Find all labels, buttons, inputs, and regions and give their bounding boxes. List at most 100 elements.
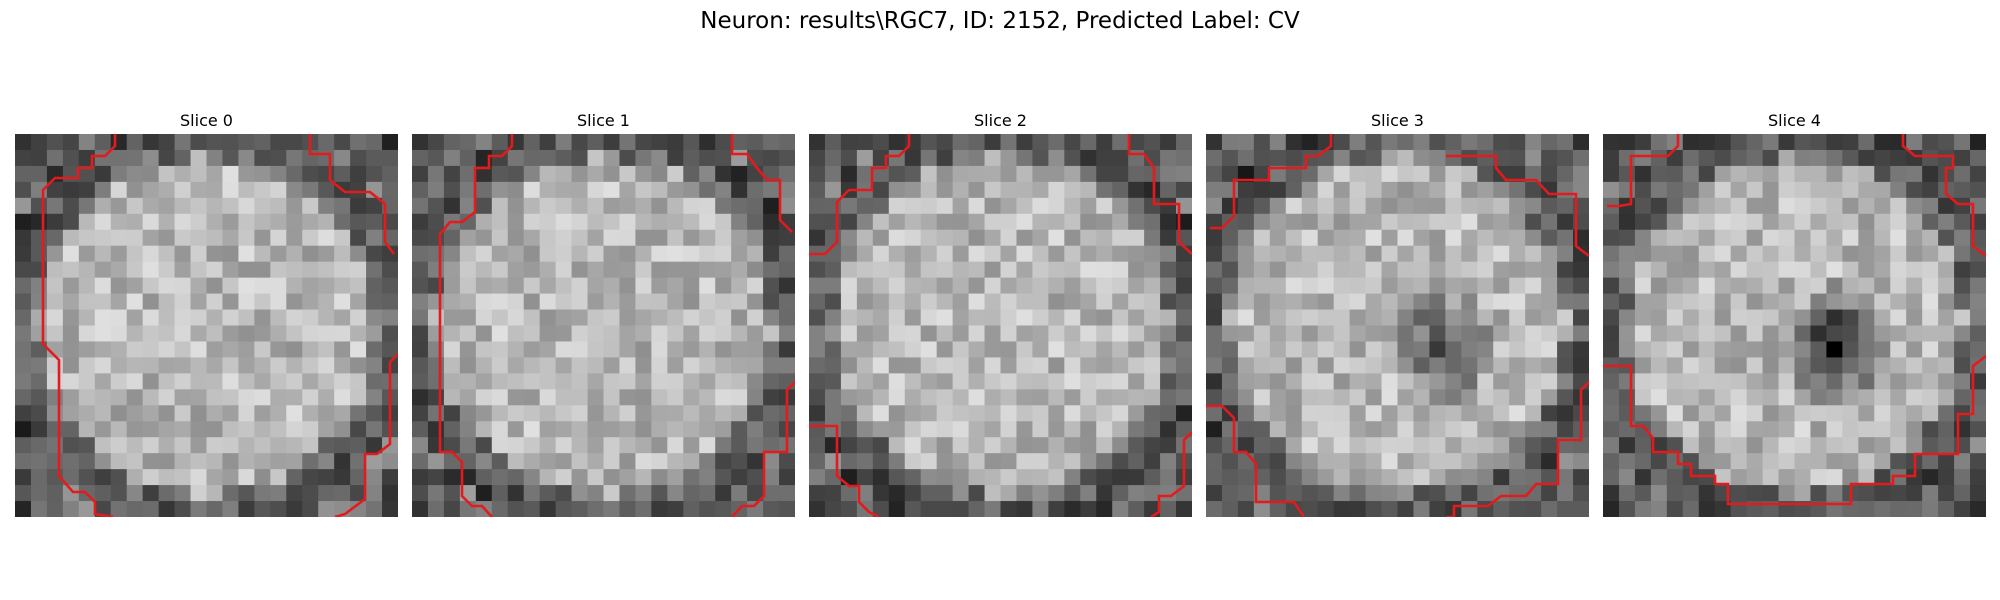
image-pixel [254, 213, 271, 231]
image-pixel [1000, 197, 1018, 215]
image-pixel [1206, 437, 1223, 454]
image-pixel [747, 149, 764, 167]
image-pixel [1064, 213, 1081, 231]
image-pixel [427, 181, 445, 199]
image-pixel [1682, 309, 1700, 327]
image-pixel [1698, 421, 1716, 438]
image-pixel [1128, 229, 1145, 247]
image-pixel [1032, 261, 1049, 279]
image-pixel [1160, 213, 1177, 231]
image-pixel [1890, 501, 1907, 517]
image-pixel [603, 277, 621, 295]
image-pixel [412, 197, 429, 215]
image-pixel [1794, 373, 1812, 390]
image-pixel [1206, 165, 1223, 183]
image-pixel [1397, 341, 1415, 359]
image-pixel [366, 373, 383, 390]
image-pixel [920, 134, 938, 151]
image-pixel [824, 405, 842, 422]
image-pixel [238, 501, 255, 517]
image-pixel [872, 229, 890, 247]
image-pixel [1397, 389, 1415, 406]
image-pixel [142, 485, 160, 502]
image-pixel [507, 437, 525, 454]
image-pixel [1634, 437, 1652, 454]
image-pixel [1128, 134, 1145, 151]
image-pixel [1461, 421, 1478, 438]
image-pixel [1397, 149, 1415, 167]
image-pixel [1365, 453, 1383, 470]
image-pixel [1206, 261, 1223, 279]
image-pixel [126, 261, 144, 279]
image-pixel [1890, 405, 1907, 422]
image-pixel [1650, 213, 1668, 231]
image-pixel [1253, 134, 1271, 151]
image-pixel [238, 421, 255, 438]
image-pixel [1016, 134, 1034, 151]
image-pixel [555, 485, 573, 502]
image-pixel [1858, 469, 1875, 486]
image-pixel [1858, 245, 1875, 263]
image-pixel [1858, 261, 1875, 279]
image-pixel [1096, 469, 1113, 486]
image-pixel [286, 293, 303, 311]
image-pixel [94, 485, 112, 502]
image-pixel [142, 149, 160, 167]
image-pixel [158, 181, 176, 199]
image-pixel [1160, 277, 1177, 295]
image-pixel [1573, 277, 1589, 295]
image-pixel [809, 134, 826, 151]
image-pixel [539, 293, 557, 311]
image-pixel [1794, 229, 1812, 247]
image-pixel [30, 373, 48, 390]
image-pixel [1317, 421, 1335, 438]
image-pixel [507, 261, 525, 279]
image-pixel [1032, 277, 1049, 295]
image-pixel [1221, 309, 1239, 327]
image-pixel [603, 245, 621, 263]
image-pixel [190, 293, 208, 311]
image-pixel [1112, 149, 1129, 167]
image-pixel [15, 453, 32, 470]
image-pixel [1650, 357, 1668, 374]
image-pixel [1365, 469, 1383, 486]
image-pixel [1541, 325, 1558, 343]
image-pixel [1016, 181, 1034, 199]
image-pixel [872, 469, 890, 486]
image-pixel [1016, 453, 1034, 470]
image-pixel [968, 213, 986, 231]
image-pixel [459, 309, 477, 327]
image-pixel [459, 469, 477, 486]
image-pixel [523, 373, 541, 390]
image-pixel [270, 277, 287, 295]
image-pixel [1176, 325, 1192, 343]
contour-line [1446, 381, 1589, 517]
image-pixel [1682, 213, 1700, 231]
image-pixel [174, 389, 192, 406]
image-pixel [731, 357, 748, 374]
image-pixel [1618, 309, 1636, 327]
image-pixel [619, 389, 637, 406]
image-pixel [779, 134, 795, 151]
image-pixel [206, 245, 224, 263]
image-pixel [1634, 149, 1652, 167]
image-pixel [270, 405, 287, 422]
image-pixel [1698, 389, 1716, 406]
image-pixel [1365, 245, 1383, 263]
image-pixel [1618, 293, 1636, 311]
image-pixel [731, 245, 748, 263]
image-pixel [30, 165, 48, 183]
image-pixel [1746, 485, 1764, 502]
image-pixel [856, 325, 874, 343]
image-pixel [1128, 293, 1145, 311]
image-pixel [491, 325, 509, 343]
image-pixel [1269, 197, 1287, 215]
image-pixel [635, 421, 652, 438]
image-pixel [747, 261, 764, 279]
image-pixel [888, 277, 906, 295]
image-pixel [302, 293, 319, 311]
image-pixel [412, 437, 429, 454]
image-pixel [1682, 421, 1700, 438]
image-pixel [1603, 437, 1620, 454]
image-pixel [699, 373, 716, 390]
